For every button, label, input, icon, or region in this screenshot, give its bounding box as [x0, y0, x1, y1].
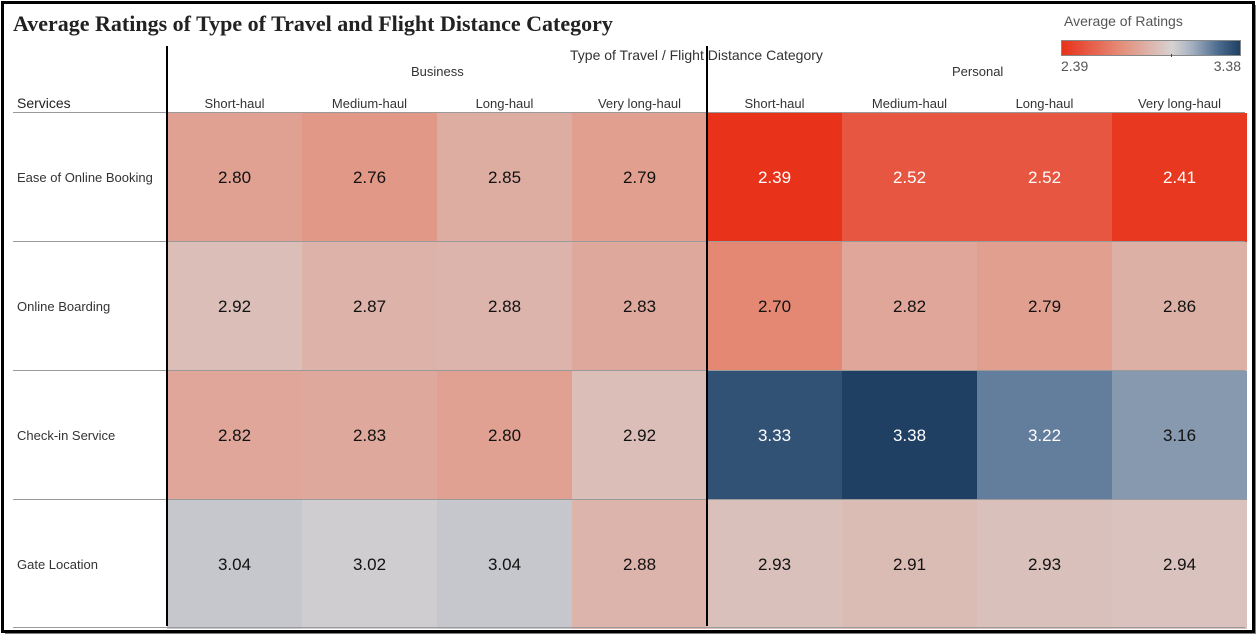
heatmap-cell: 3.04 [167, 500, 302, 629]
legend-gradient-bar [1061, 40, 1241, 56]
row-label: Online Boarding [17, 299, 111, 314]
header-divider [166, 46, 168, 626]
heatmap-cell: 3.16 [1112, 371, 1247, 500]
chart-title: Average Ratings of Type of Travel and Fl… [13, 11, 613, 36]
heatmap-cell: 2.85 [437, 113, 572, 242]
heatmap-cell: 2.83 [572, 242, 707, 371]
legend-title: Average of Ratings [1064, 13, 1183, 29]
row-axis-title: Services [17, 95, 71, 111]
heatmap-cell: 2.80 [167, 113, 302, 242]
column-label: Medium-haul [331, 96, 408, 111]
heatmap-cell: 2.70 [707, 242, 842, 371]
row-label: Check-in Service [17, 428, 116, 443]
heatmap-cell: 2.79 [977, 242, 1112, 371]
heatmap-cell: 2.83 [302, 371, 437, 500]
heatmap-cell: 2.87 [302, 242, 437, 371]
row-divider [13, 370, 1245, 371]
heatmap-cell: 2.91 [842, 500, 977, 629]
heatmap-cell: 2.86 [1112, 242, 1247, 371]
column-label: Long-haul [475, 96, 534, 111]
heatmap-cell: 2.76 [302, 113, 437, 242]
row-divider [13, 241, 1245, 242]
group-label-personal: Personal [952, 64, 1004, 79]
heatmap-cell: 2.92 [167, 242, 302, 371]
group-label-business: Business [411, 64, 464, 79]
heatmap-cell: 2.39 [707, 113, 842, 242]
heatmap-cell: 2.88 [572, 500, 707, 629]
row-label: Ease of Online Booking [17, 170, 153, 185]
heatmap-cell: 2.93 [977, 500, 1112, 629]
heatmap-cell: 2.41 [1112, 113, 1247, 242]
heatmap-cell: 2.94 [1112, 500, 1247, 629]
legend-tick [1171, 54, 1172, 57]
heatmap-cell: 2.82 [167, 371, 302, 500]
heatmap-cell: 3.02 [302, 500, 437, 629]
column-label: Long-haul [1015, 96, 1074, 111]
heatmap-cell: 3.33 [707, 371, 842, 500]
heatmap-cell: 2.52 [977, 113, 1112, 242]
heatmap-cell: 2.79 [572, 113, 707, 242]
legend-max-label: 3.38 [1213, 58, 1241, 74]
column-label: Very long-haul [1137, 96, 1222, 111]
row-label: Gate Location [17, 557, 98, 572]
row-divider [13, 112, 1245, 113]
group-divider [706, 46, 708, 626]
row-divider [13, 627, 1245, 628]
color-legend: Average of Ratings 2.39 3.38 [1057, 8, 1243, 80]
heatmap-cell: 2.92 [572, 371, 707, 500]
heatmap-cell: 2.88 [437, 242, 572, 371]
heatmap-cell: 3.04 [437, 500, 572, 629]
heatmap-cell: 3.38 [842, 371, 977, 500]
column-label: Medium-haul [871, 96, 948, 111]
legend-min-label: 2.39 [1061, 58, 1089, 74]
column-label: Very long-haul [597, 96, 682, 111]
heatmap-cell: 2.82 [842, 242, 977, 371]
heatmap-cell: 2.93 [707, 500, 842, 629]
row-divider [13, 499, 1245, 500]
column-label: Short-haul [744, 96, 805, 111]
heatmap-cell: 2.52 [842, 113, 977, 242]
column-axis-title: Type of Travel / Flight Distance Categor… [570, 47, 823, 63]
heatmap-cell: 3.22 [977, 371, 1112, 500]
column-label: Short-haul [204, 96, 265, 111]
heatmap-cell: 2.80 [437, 371, 572, 500]
